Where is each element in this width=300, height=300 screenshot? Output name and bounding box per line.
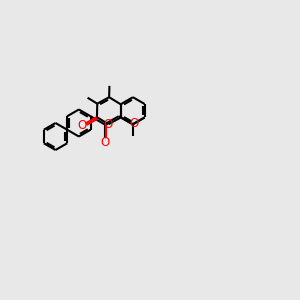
- Text: O: O: [100, 136, 109, 149]
- Text: O: O: [77, 119, 86, 132]
- Text: O: O: [104, 118, 113, 131]
- Text: O: O: [129, 117, 139, 130]
